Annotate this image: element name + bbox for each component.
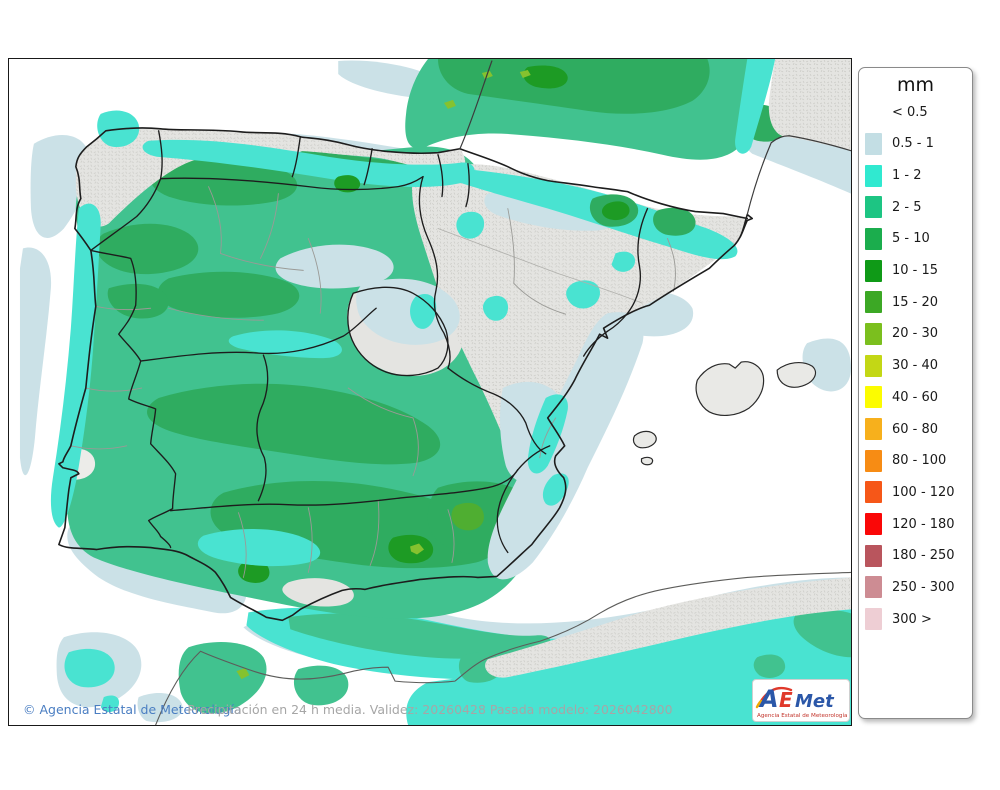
legend-swatch <box>865 608 882 631</box>
galicia-border <box>90 130 163 252</box>
legend-entry: 60 - 80 <box>859 413 972 445</box>
legend-entry-label: 2 - 5 <box>892 199 922 215</box>
legend-entry: 30 - 40 <box>859 350 972 382</box>
legend-entry: 250 - 300 <box>859 572 972 604</box>
legend-swatch <box>865 513 882 536</box>
legend-entry-label: 60 - 80 <box>892 421 939 437</box>
legend-entry: 2 - 5 <box>859 191 972 223</box>
legend-entry: 1 - 2 <box>859 160 972 192</box>
legend-entry: 5 - 10 <box>859 223 972 255</box>
precipitation-map <box>9 59 851 725</box>
legend-entry: 15 - 20 <box>859 286 972 318</box>
mallorca-island <box>695 361 765 417</box>
borders-layer <box>58 60 851 725</box>
logo-letter-e: E <box>779 688 793 712</box>
logo-arc-yellow <box>755 699 763 709</box>
legend-entry-label: 1 - 2 <box>892 168 922 184</box>
legend-swatch <box>865 322 882 345</box>
legend-first-label: < 0.5 <box>892 105 928 120</box>
portugal-spain-border <box>90 249 177 549</box>
legend-entry: 300 > <box>859 603 972 635</box>
balearic-islands <box>632 361 817 466</box>
legend-entry-label: 80 - 100 <box>892 453 947 469</box>
legend-entry: 180 - 250 <box>859 540 972 572</box>
legend-swatch <box>865 481 882 504</box>
legend-entry-label: 20 - 30 <box>892 326 939 342</box>
legend-entry-label: 15 - 20 <box>892 294 939 310</box>
legend-entry-label: 100 - 120 <box>892 484 955 500</box>
ibiza-island <box>632 430 657 449</box>
france-atlantic-coast <box>459 60 493 150</box>
iberia-coastline <box>58 127 754 622</box>
africa-coastline <box>155 571 851 725</box>
legend-entry-label: 250 - 300 <box>892 579 955 595</box>
aemet-logo: A E Met Agencia Estatal de Meteorología <box>752 679 850 722</box>
legend-entry: 100 - 120 <box>859 477 972 509</box>
madrid-border <box>347 286 449 377</box>
logo-letters-met: Met <box>795 691 835 712</box>
legend-entry-label: 30 - 40 <box>892 358 939 374</box>
legend-swatch <box>865 449 882 472</box>
france-mediterranean-coast <box>746 135 851 216</box>
legend-entry: 120 - 180 <box>859 508 972 540</box>
map-frame: © Agencia Estatal de Meteorología Precip… <box>8 58 852 726</box>
legend-entry: 0.5 - 1 <box>859 128 972 160</box>
formentera-island <box>640 456 654 466</box>
legend-entry-label: 10 - 15 <box>892 263 939 279</box>
legend-entry: 80 - 100 <box>859 445 972 477</box>
legend-swatch <box>865 418 882 441</box>
ebro-river <box>437 228 643 304</box>
precip-mottling-layer <box>50 59 776 713</box>
legend-swatch <box>865 386 882 409</box>
menorca-island <box>776 362 817 388</box>
andalucia-border <box>169 469 519 512</box>
legend-swatch <box>865 259 882 282</box>
legend-panel: mm < 0.5 0.5 - 1 1 - 2 2 - 5 5 - 10 10 - 15 1… <box>858 67 973 719</box>
logo-letter-a: A <box>758 685 779 713</box>
legend-entry-label: 120 - 180 <box>892 516 955 532</box>
model-run-caption: Precipitación en 24 h media. Validez: 20… <box>187 702 673 717</box>
legend-swatch <box>865 164 882 187</box>
logo-subtitle: Agencia Estatal de Meteorología <box>757 712 847 719</box>
legend-entry: 20 - 30 <box>859 318 972 350</box>
logo-arc <box>759 686 793 703</box>
legend-entry-label: 0.5 - 1 <box>892 136 934 152</box>
copyright-text: © Agencia Estatal de Meteorología <box>23 702 242 717</box>
legend-entry: 10 - 15 <box>859 255 972 287</box>
legend-entries: 0.5 - 1 1 - 2 2 - 5 5 - 10 10 - 15 15 - 20 20 … <box>859 128 972 635</box>
legend-entry-label: 300 > <box>892 611 932 627</box>
legend-swatch <box>865 576 882 599</box>
legend-entry-label: 180 - 250 <box>892 548 955 564</box>
legend-title: mm <box>896 74 935 96</box>
legend-entry: 40 - 60 <box>859 382 972 414</box>
legend-swatch <box>865 291 882 314</box>
legend-entry-label: 5 - 10 <box>892 231 930 247</box>
legend-swatch <box>865 227 882 250</box>
legend-swatch <box>865 196 882 219</box>
legend-swatch <box>865 544 882 567</box>
legend-swatch <box>865 354 882 377</box>
legend-entry-label: 40 - 60 <box>892 389 939 405</box>
legend-swatch <box>865 132 882 155</box>
